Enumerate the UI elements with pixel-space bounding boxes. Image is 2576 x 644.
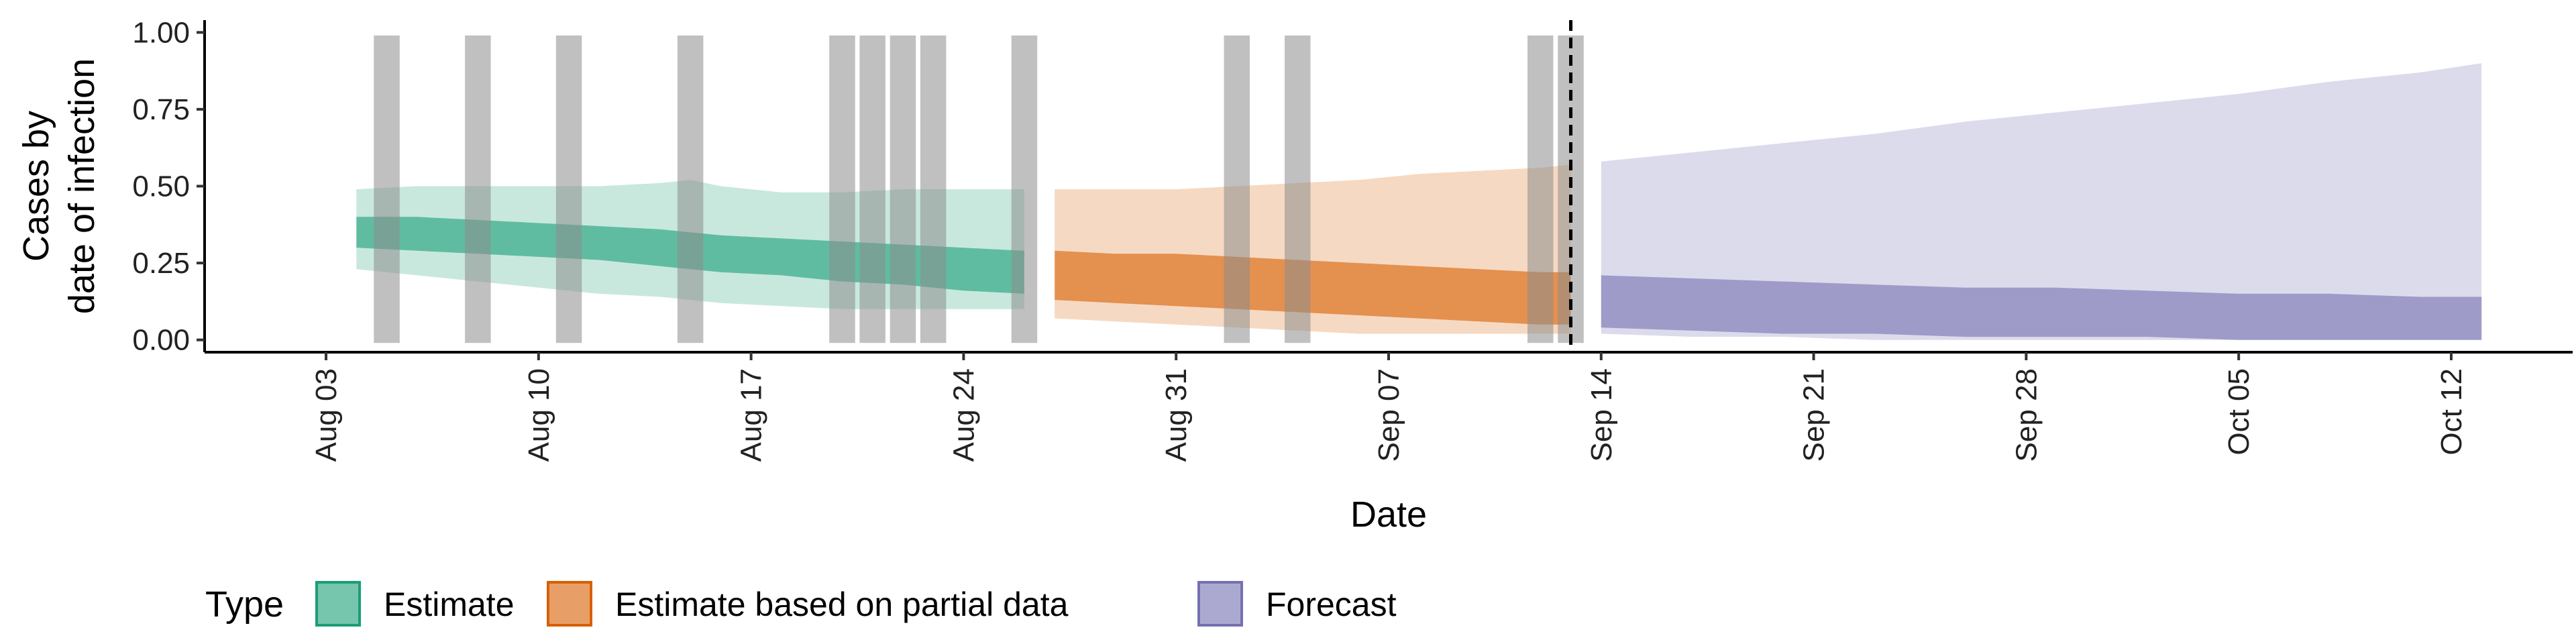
x-tick-label-7: Sep 21	[1798, 368, 1831, 462]
band-50-series-2	[1601, 275, 2482, 340]
legend-swatch-2	[1197, 581, 1243, 627]
y-axis-title-line-2: date of infection	[62, 58, 102, 314]
highlight-bar-5	[859, 35, 885, 343]
y-tick-label-2: 0.50	[132, 170, 190, 203]
y-tick-label-4: 1.00	[132, 16, 190, 49]
legend-swatch-1	[547, 581, 592, 627]
x-tick-label-1: Aug 10	[523, 368, 555, 462]
highlight-bar-10	[1285, 35, 1311, 343]
highlight-bar-3	[677, 35, 704, 343]
x-tick-label-9: Oct 05	[2222, 368, 2255, 455]
series-1	[1055, 164, 1571, 334]
x-tick-label-6: Sep 14	[1585, 368, 1618, 462]
legend-label-1: Estimate based on partial data	[615, 586, 1069, 623]
legend-swatch-0	[315, 581, 361, 627]
x-axis-title: Date	[1350, 494, 1427, 535]
y-tick-label-3: 0.75	[132, 93, 190, 126]
highlight-bar-1	[465, 35, 491, 343]
x-tick-label-3: Aug 24	[947, 368, 980, 462]
legend: Type Estimate Estimate based on partial da…	[205, 581, 1397, 627]
highlight-bar-0	[374, 35, 400, 343]
x-tick-label-8: Sep 28	[2010, 368, 2043, 462]
y-tick-label-0: 0.00	[132, 324, 190, 357]
highlight-bar-7	[920, 35, 947, 343]
band-50-series-1	[1055, 250, 1571, 325]
legend-label-2: Forecast	[1266, 586, 1397, 623]
highlight-bar-11	[1527, 35, 1554, 343]
highlight-bar-2	[555, 35, 582, 343]
series-2	[1601, 63, 2482, 340]
y-tick-label-1: 0.25	[132, 247, 190, 280]
axes: 0.00 0.25 0.50 0.75 1.00 Aug 03 Aug 10 Aug 17 Au…	[16, 16, 2573, 535]
x-tick-label-4: Aug 31	[1160, 368, 1193, 462]
highlight-bar-4	[829, 35, 855, 343]
legend-title: Type	[205, 584, 284, 625]
x-tick-label-5: Sep 07	[1373, 368, 1405, 462]
forecast-bands	[356, 63, 2482, 340]
highlight-bar-6	[890, 35, 916, 343]
x-tick-label-0: Aug 03	[310, 368, 343, 462]
band-90-series-2	[1601, 63, 2482, 340]
legend-label-0: Estimate	[384, 586, 515, 623]
x-tick-label-2: Aug 17	[735, 368, 768, 462]
highlight-bars	[374, 35, 1584, 343]
highlight-bar-9	[1224, 35, 1250, 343]
y-axis-title-line-1: Cases by	[16, 111, 56, 262]
highlight-bar-8	[1011, 35, 1038, 343]
x-tick-label-10: Oct 12	[2435, 368, 2468, 455]
